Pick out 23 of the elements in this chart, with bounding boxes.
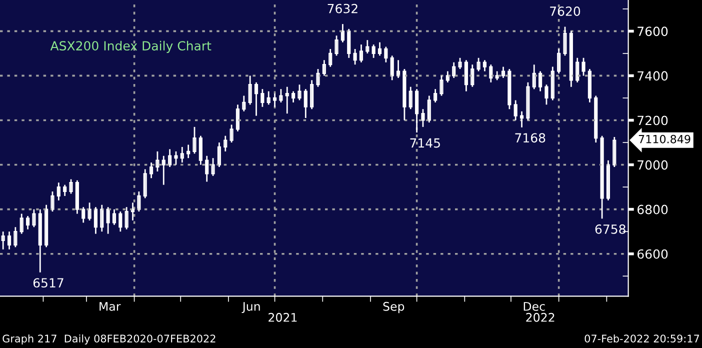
annotation: 7620 bbox=[550, 6, 580, 16]
x-tick-label: Sep bbox=[383, 302, 404, 314]
annotation: 7110.849 bbox=[638, 134, 690, 144]
text: 07-Feb-2022 20:59:17 bbox=[584, 334, 700, 342]
y-tick-label: 7200 bbox=[638, 116, 668, 126]
candlestick bbox=[298, 84, 302, 101]
text: ASX200 Index Daily Chart bbox=[50, 40, 212, 53]
y-tick-label: 7600 bbox=[638, 26, 668, 36]
text: 2022 bbox=[526, 312, 554, 322]
annotation: 7632 bbox=[328, 4, 358, 14]
x-tick-label: Mar bbox=[100, 302, 121, 311]
caption: Graph 217 Daily 08FEB2020-07FEB2022 bbox=[2, 334, 216, 345]
text: 2021 bbox=[268, 312, 297, 322]
y-tick-label: 7000 bbox=[638, 160, 668, 170]
y-tick-label: 6600 bbox=[637, 249, 668, 259]
x-tick-label: Dec bbox=[524, 302, 545, 311]
annotation: 6517 bbox=[33, 278, 64, 288]
y-tick-label: 6800 bbox=[637, 204, 668, 214]
annotation: 7168 bbox=[515, 133, 546, 143]
annotation: 7145 bbox=[410, 138, 440, 148]
x-tick-label: Jun bbox=[242, 302, 260, 314]
annotation: 6758 bbox=[595, 224, 626, 234]
y-tick-label: 7400 bbox=[638, 71, 668, 81]
